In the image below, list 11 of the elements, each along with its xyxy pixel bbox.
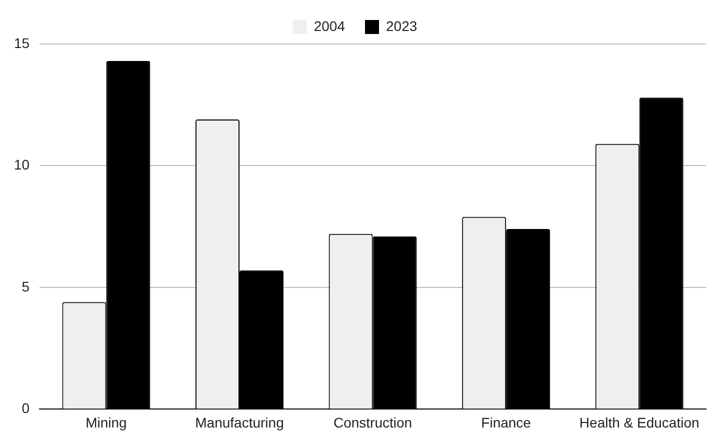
y-tick-label: 0	[22, 400, 30, 416]
x-tick-label: Construction	[333, 414, 412, 430]
x-tick-label: Manufacturing	[195, 414, 284, 430]
x-tick-label: Finance	[481, 414, 532, 430]
x-tick-label: Health & Education	[579, 414, 700, 430]
x-tick-label: Mining	[86, 414, 127, 430]
legend-label: 2004	[314, 18, 346, 34]
y-tick-label: 5	[22, 278, 30, 294]
legend-label: 2023	[386, 18, 418, 34]
y-tick-label: 15	[14, 34, 30, 51]
y-tick-label: 10	[14, 156, 30, 173]
